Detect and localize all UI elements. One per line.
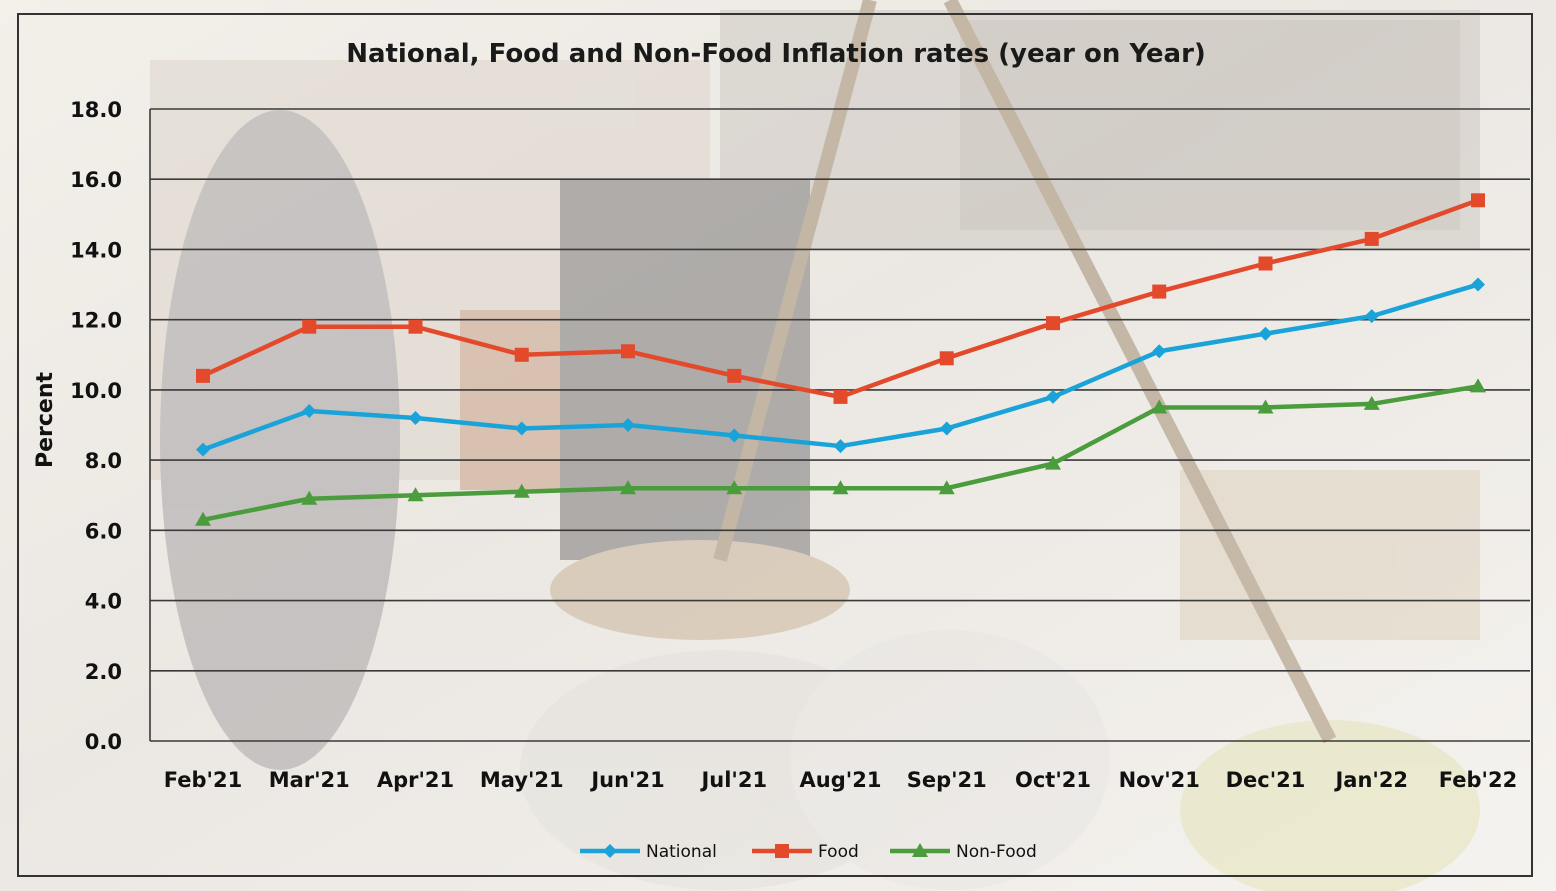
y-tick-label: 18.0 bbox=[70, 98, 122, 122]
x-tick-label: Aug'21 bbox=[800, 768, 882, 792]
x-tick-labels: Feb'21 Mar'21 Apr'21 May'21 Jun'21 Jul'21 Aug'… bbox=[164, 768, 1517, 792]
data-point-food bbox=[196, 368, 210, 383]
y-tick-label: 6.0 bbox=[85, 519, 122, 543]
x-tick-label: Sep'21 bbox=[907, 768, 987, 792]
chart-title: National, Food and Non-Food Inflation ra… bbox=[346, 39, 1206, 69]
x-tick-label: Dec'21 bbox=[1226, 768, 1306, 792]
data-point-food bbox=[939, 351, 954, 366]
legend-item-food: Food bbox=[752, 842, 859, 862]
data-point-national bbox=[1152, 344, 1167, 359]
legend-marker bbox=[775, 844, 789, 858]
data-point-national bbox=[621, 418, 635, 432]
legend: National Food Non-Food bbox=[580, 842, 1037, 862]
data-point-food bbox=[833, 389, 848, 404]
y-tick-label: 12.0 bbox=[70, 309, 122, 333]
data-point-non-food bbox=[1363, 395, 1380, 410]
y-axis-label: Percent bbox=[33, 372, 58, 469]
legend-label: Food bbox=[818, 842, 859, 862]
data-point-food bbox=[1471, 193, 1485, 208]
data-point-food bbox=[302, 319, 317, 334]
y-tick-label: 14.0 bbox=[70, 238, 122, 262]
data-point-non-food bbox=[726, 480, 743, 495]
data-point-national bbox=[939, 421, 954, 436]
x-tick-label: Feb'22 bbox=[1439, 768, 1517, 792]
legend-marker bbox=[603, 844, 617, 858]
data-point-non-food bbox=[832, 480, 849, 495]
series-layer bbox=[195, 193, 1486, 526]
x-tick-label: May'21 bbox=[480, 768, 564, 792]
data-point-national bbox=[1258, 326, 1273, 341]
series-food bbox=[196, 193, 1485, 404]
gridlines bbox=[149, 108, 1530, 742]
legend-label: Non-Food bbox=[956, 842, 1037, 862]
data-point-food bbox=[408, 319, 423, 334]
data-point-national bbox=[408, 410, 423, 425]
legend-item-national: National bbox=[580, 842, 717, 862]
data-point-food bbox=[621, 344, 635, 359]
data-point-non-food bbox=[620, 480, 636, 495]
data-point-non-food bbox=[1257, 399, 1274, 414]
data-point-national bbox=[833, 439, 848, 454]
legend-label: National bbox=[646, 842, 717, 862]
data-point-non-food bbox=[1045, 455, 1061, 470]
data-point-non-food bbox=[407, 487, 424, 502]
y-tick-label: 0.0 bbox=[85, 730, 122, 754]
data-point-national bbox=[514, 421, 529, 436]
y-tick-labels: 0.0 2.0 4.0 6.0 8.0 10.0 12.0 14.0 16.0 18.0 bbox=[70, 98, 122, 754]
x-tick-label: Nov'21 bbox=[1119, 768, 1200, 792]
chart-border bbox=[17, 13, 1533, 877]
data-point-national bbox=[727, 428, 742, 443]
data-point-national bbox=[1046, 389, 1060, 404]
data-point-national bbox=[302, 403, 317, 418]
data-point-food bbox=[514, 347, 529, 362]
data-point-non-food bbox=[195, 511, 211, 526]
x-tick-label: Oct'21 bbox=[1015, 768, 1091, 792]
legend-item-non-food: Non-Food bbox=[890, 842, 1037, 862]
x-tick-label: Jan'22 bbox=[1333, 768, 1408, 792]
legend-marker bbox=[912, 843, 928, 857]
data-point-food bbox=[1258, 256, 1273, 271]
y-tick-label: 16.0 bbox=[70, 168, 122, 192]
data-point-food bbox=[1364, 231, 1379, 246]
y-tick-label: 4.0 bbox=[85, 590, 122, 614]
data-point-national bbox=[196, 442, 210, 457]
x-tick-label: Feb'21 bbox=[164, 768, 242, 792]
data-point-non-food bbox=[1151, 399, 1168, 414]
x-tick-label: Mar'21 bbox=[269, 768, 350, 792]
y-tick-label: 10.0 bbox=[70, 379, 122, 403]
data-point-national bbox=[1364, 309, 1379, 324]
data-point-non-food bbox=[301, 490, 318, 505]
background-decoration bbox=[150, 0, 1480, 891]
data-point-food bbox=[1046, 316, 1060, 331]
data-point-non-food bbox=[513, 483, 530, 498]
y-tick-label: 8.0 bbox=[85, 449, 122, 473]
data-point-food bbox=[1152, 284, 1167, 299]
series-national bbox=[196, 277, 1485, 457]
data-point-non-food bbox=[938, 480, 955, 495]
series-non-food bbox=[195, 378, 1486, 526]
y-tick-label: 2.0 bbox=[85, 660, 122, 684]
data-point-food bbox=[727, 368, 742, 383]
data-point-national bbox=[1471, 277, 1485, 292]
x-tick-label: Jul'21 bbox=[699, 768, 767, 792]
x-tick-label: Apr'21 bbox=[377, 768, 454, 792]
data-point-non-food bbox=[1470, 378, 1486, 393]
x-tick-label: Jun'21 bbox=[589, 768, 664, 792]
